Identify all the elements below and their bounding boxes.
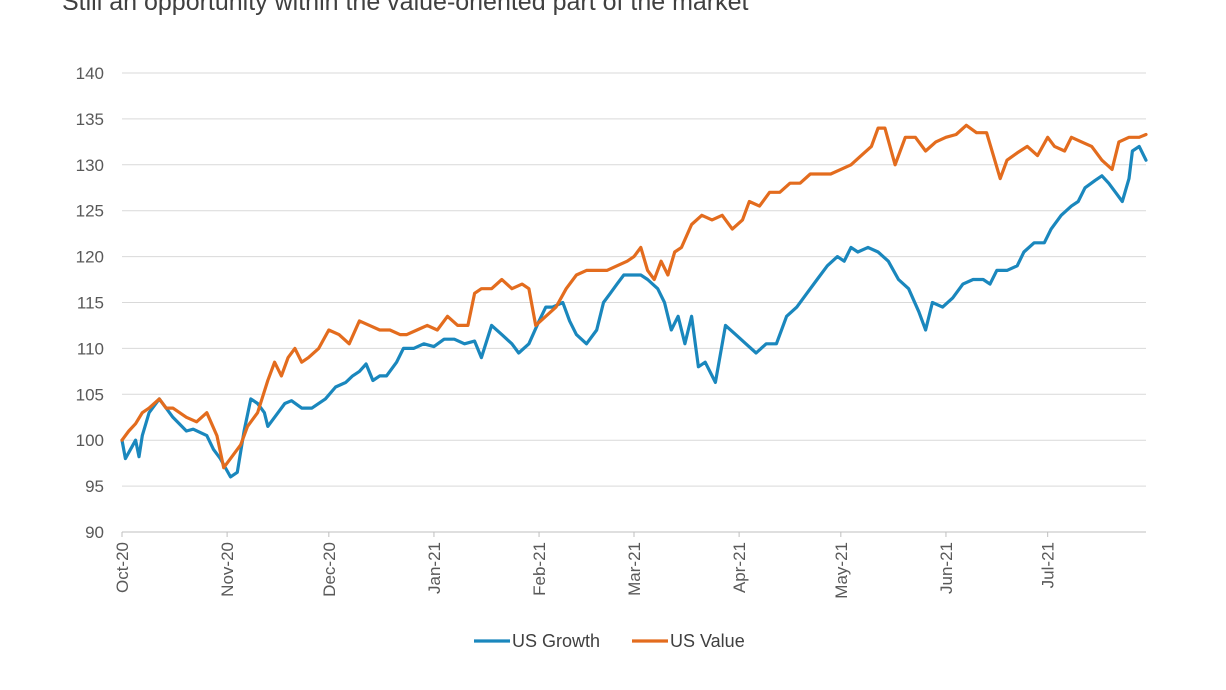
y-tick-label: 115: [77, 294, 104, 313]
x-tick-label: May-21: [832, 542, 851, 599]
x-tick-label: Jan-21: [425, 542, 444, 594]
series-line-us-value: [120, 123, 1148, 470]
y-tick-label: 125: [76, 202, 104, 221]
y-tick-label: 90: [85, 523, 104, 542]
y-tick-label: 110: [77, 339, 104, 358]
legend-label: US Growth: [512, 631, 600, 651]
x-tick-label: Jun-21: [937, 542, 956, 594]
x-tick-label: Jul-21: [1039, 542, 1058, 588]
y-tick-label: 100: [76, 431, 104, 450]
gridlines: [122, 72, 1146, 533]
y-tick-label: 130: [76, 156, 104, 175]
legend-label: US Value: [670, 631, 745, 651]
x-tick-label: Feb-21: [530, 542, 549, 596]
series-lines: [120, 123, 1148, 479]
x-tick-label: Oct-20: [113, 542, 132, 593]
x-tick-label: Apr-21: [730, 542, 749, 593]
x-tick-label: Nov-20: [218, 542, 237, 597]
x-tick-label: Dec-20: [320, 542, 339, 597]
y-tick-label: 95: [85, 477, 104, 496]
legend: US Growth US Value: [474, 631, 745, 651]
y-tick-label: 140: [76, 64, 104, 83]
y-axis-ticks: 140 135 130 125 120 115 110 105 100 95 90: [76, 64, 104, 542]
x-tick-label: Mar-21: [625, 542, 644, 596]
y-tick-label: 105: [76, 385, 104, 404]
series-line-us-growth: [120, 144, 1148, 479]
y-tick-label: 120: [76, 248, 104, 267]
y-tick-label: 135: [76, 110, 104, 129]
x-axis-ticks: Oct-20 Nov-20 Dec-20 Jan-21 Feb-21 Mar-21 Apr-…: [113, 532, 1058, 599]
chart-title: Still an opportunity within the value-or…: [62, 0, 749, 16]
